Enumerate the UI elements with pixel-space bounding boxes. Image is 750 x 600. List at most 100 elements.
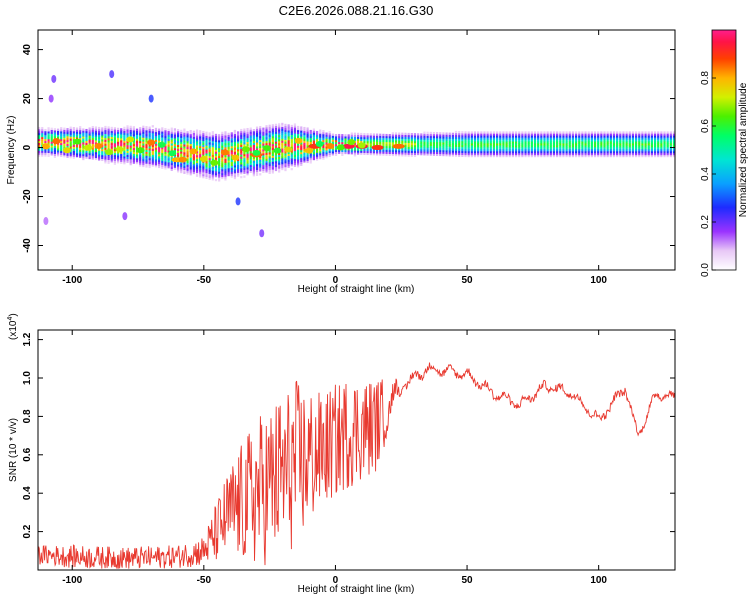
- heatmap-cell: [593, 141, 597, 144]
- heatmap-cell: [502, 147, 505, 150]
- heatmap-cell: [533, 139, 537, 142]
- heatmap-cell: [445, 138, 448, 141]
- heatmap-cell: [325, 136, 328, 139]
- heatmap-cell: [41, 136, 44, 140]
- heatmap-cell: [120, 141, 123, 145]
- heatmap-cell: [565, 149, 568, 152]
- heatmap-cell: [85, 152, 88, 155]
- heatmap-cell: [309, 161, 312, 164]
- heatmap-cell: [221, 163, 224, 166]
- heatmap-cell: [631, 141, 635, 144]
- heatmap-cell: [293, 144, 297, 148]
- heatmap-cell: [319, 147, 322, 150]
- heatmap-cell: [454, 152, 458, 155]
- heatmap-cell: [612, 150, 616, 154]
- heatmap-cell: [236, 131, 240, 134]
- heatmap-cell: [192, 164, 195, 167]
- heatmap-cell: [448, 132, 451, 135]
- heatmap-cell: [158, 155, 161, 159]
- heatmap-cell: [224, 164, 227, 167]
- heatmap-cell: [252, 148, 255, 151]
- heatmap-cell: [578, 141, 581, 144]
- heatmap-cell: [657, 152, 660, 156]
- heatmap-cell: [638, 135, 641, 138]
- heatmap-cell: [496, 141, 499, 144]
- heatmap-cell: [366, 140, 369, 144]
- heatmap-cell: [145, 159, 148, 162]
- heatmap-cell: [183, 130, 186, 133]
- heatmap-cell: [284, 125, 287, 129]
- heatmap-cell: [262, 133, 265, 136]
- heatmap-cell: [158, 128, 161, 131]
- heatmap-cell: [151, 129, 154, 132]
- heatmap-cell: [110, 140, 113, 143]
- heatmap-cell: [60, 152, 63, 155]
- heatmap-cell: [50, 135, 53, 138]
- spectrogram-heatmap: [38, 70, 675, 238]
- heatmap-cell: [458, 152, 461, 155]
- heatmap-cell: [252, 168, 255, 171]
- heatmap-cell: [230, 169, 233, 172]
- heatmap-cell: [161, 133, 164, 136]
- heatmap-cell: [578, 154, 581, 158]
- heatmap-cell: [69, 146, 72, 149]
- heatmap-cell: [224, 144, 227, 148]
- heatmap-cell: [230, 153, 233, 157]
- heatmap-cell: [167, 154, 170, 157]
- heatmap-cell: [293, 158, 297, 161]
- heatmap-cell: [609, 131, 612, 134]
- heatmap-cell: [590, 135, 593, 138]
- heatmap-cell: [454, 142, 458, 145]
- heatmap-cell: [38, 154, 41, 157]
- heatmap-cell: [486, 149, 489, 152]
- heatmap-cell: [518, 149, 521, 152]
- heatmap-cell: [445, 140, 448, 143]
- heatmap-cell: [546, 141, 549, 144]
- heatmap-cell: [660, 137, 663, 140]
- spectrogram-x-tick-label: 50: [461, 275, 473, 286]
- heatmap-cell: [221, 167, 224, 170]
- heatmap-cell: [221, 145, 224, 148]
- heatmap-cell: [271, 161, 274, 164]
- heatmap-cell: [477, 131, 480, 134]
- heatmap-cell: [511, 133, 515, 136]
- heatmap-cell: [271, 130, 274, 133]
- heatmap-cell: [609, 135, 612, 138]
- snr-y-tick-label: 1.2: [22, 332, 33, 346]
- heatmap-cell: [445, 146, 448, 149]
- heatmap-cell: [281, 144, 284, 147]
- heatmap-cell: [176, 164, 180, 167]
- heatmap-cell: [467, 139, 470, 142]
- heatmap-cell: [167, 144, 170, 147]
- heatmap-cell: [126, 146, 129, 150]
- heatmap-cell: [641, 152, 644, 156]
- heatmap-cell: [644, 145, 647, 148]
- heatmap-cell: [502, 149, 505, 152]
- heatmap-cell: [290, 160, 293, 163]
- heatmap-cell: [391, 149, 394, 153]
- heatmap-cell: [246, 129, 249, 133]
- heatmap-cell: [91, 139, 94, 142]
- heatmap-cell: [350, 148, 353, 151]
- heatmap-cell: [432, 135, 436, 139]
- heatmap-cell: [281, 161, 284, 165]
- heatmap-cell: [653, 152, 657, 156]
- heatmap-cell: [281, 163, 284, 167]
- heatmap-cell: [69, 140, 72, 143]
- heatmap-cell: [451, 138, 454, 141]
- heatmap-cell: [297, 131, 300, 135]
- heatmap-cell: [195, 164, 199, 168]
- heatmap-cell: [442, 140, 445, 143]
- heatmap-cell: [287, 151, 290, 155]
- heatmap-cell: [300, 132, 303, 135]
- heatmap-cell: [208, 142, 211, 145]
- heatmap-cell: [211, 140, 214, 144]
- heatmap-cell: [158, 163, 161, 167]
- heatmap-cell: [502, 137, 505, 140]
- heatmap-cell: [398, 148, 401, 151]
- heatmap-cell: [91, 125, 94, 129]
- heatmap-cell: [590, 154, 593, 158]
- heatmap-cell: [657, 133, 660, 136]
- heatmap-cell: [268, 132, 271, 135]
- heatmap-cell: [293, 123, 297, 126]
